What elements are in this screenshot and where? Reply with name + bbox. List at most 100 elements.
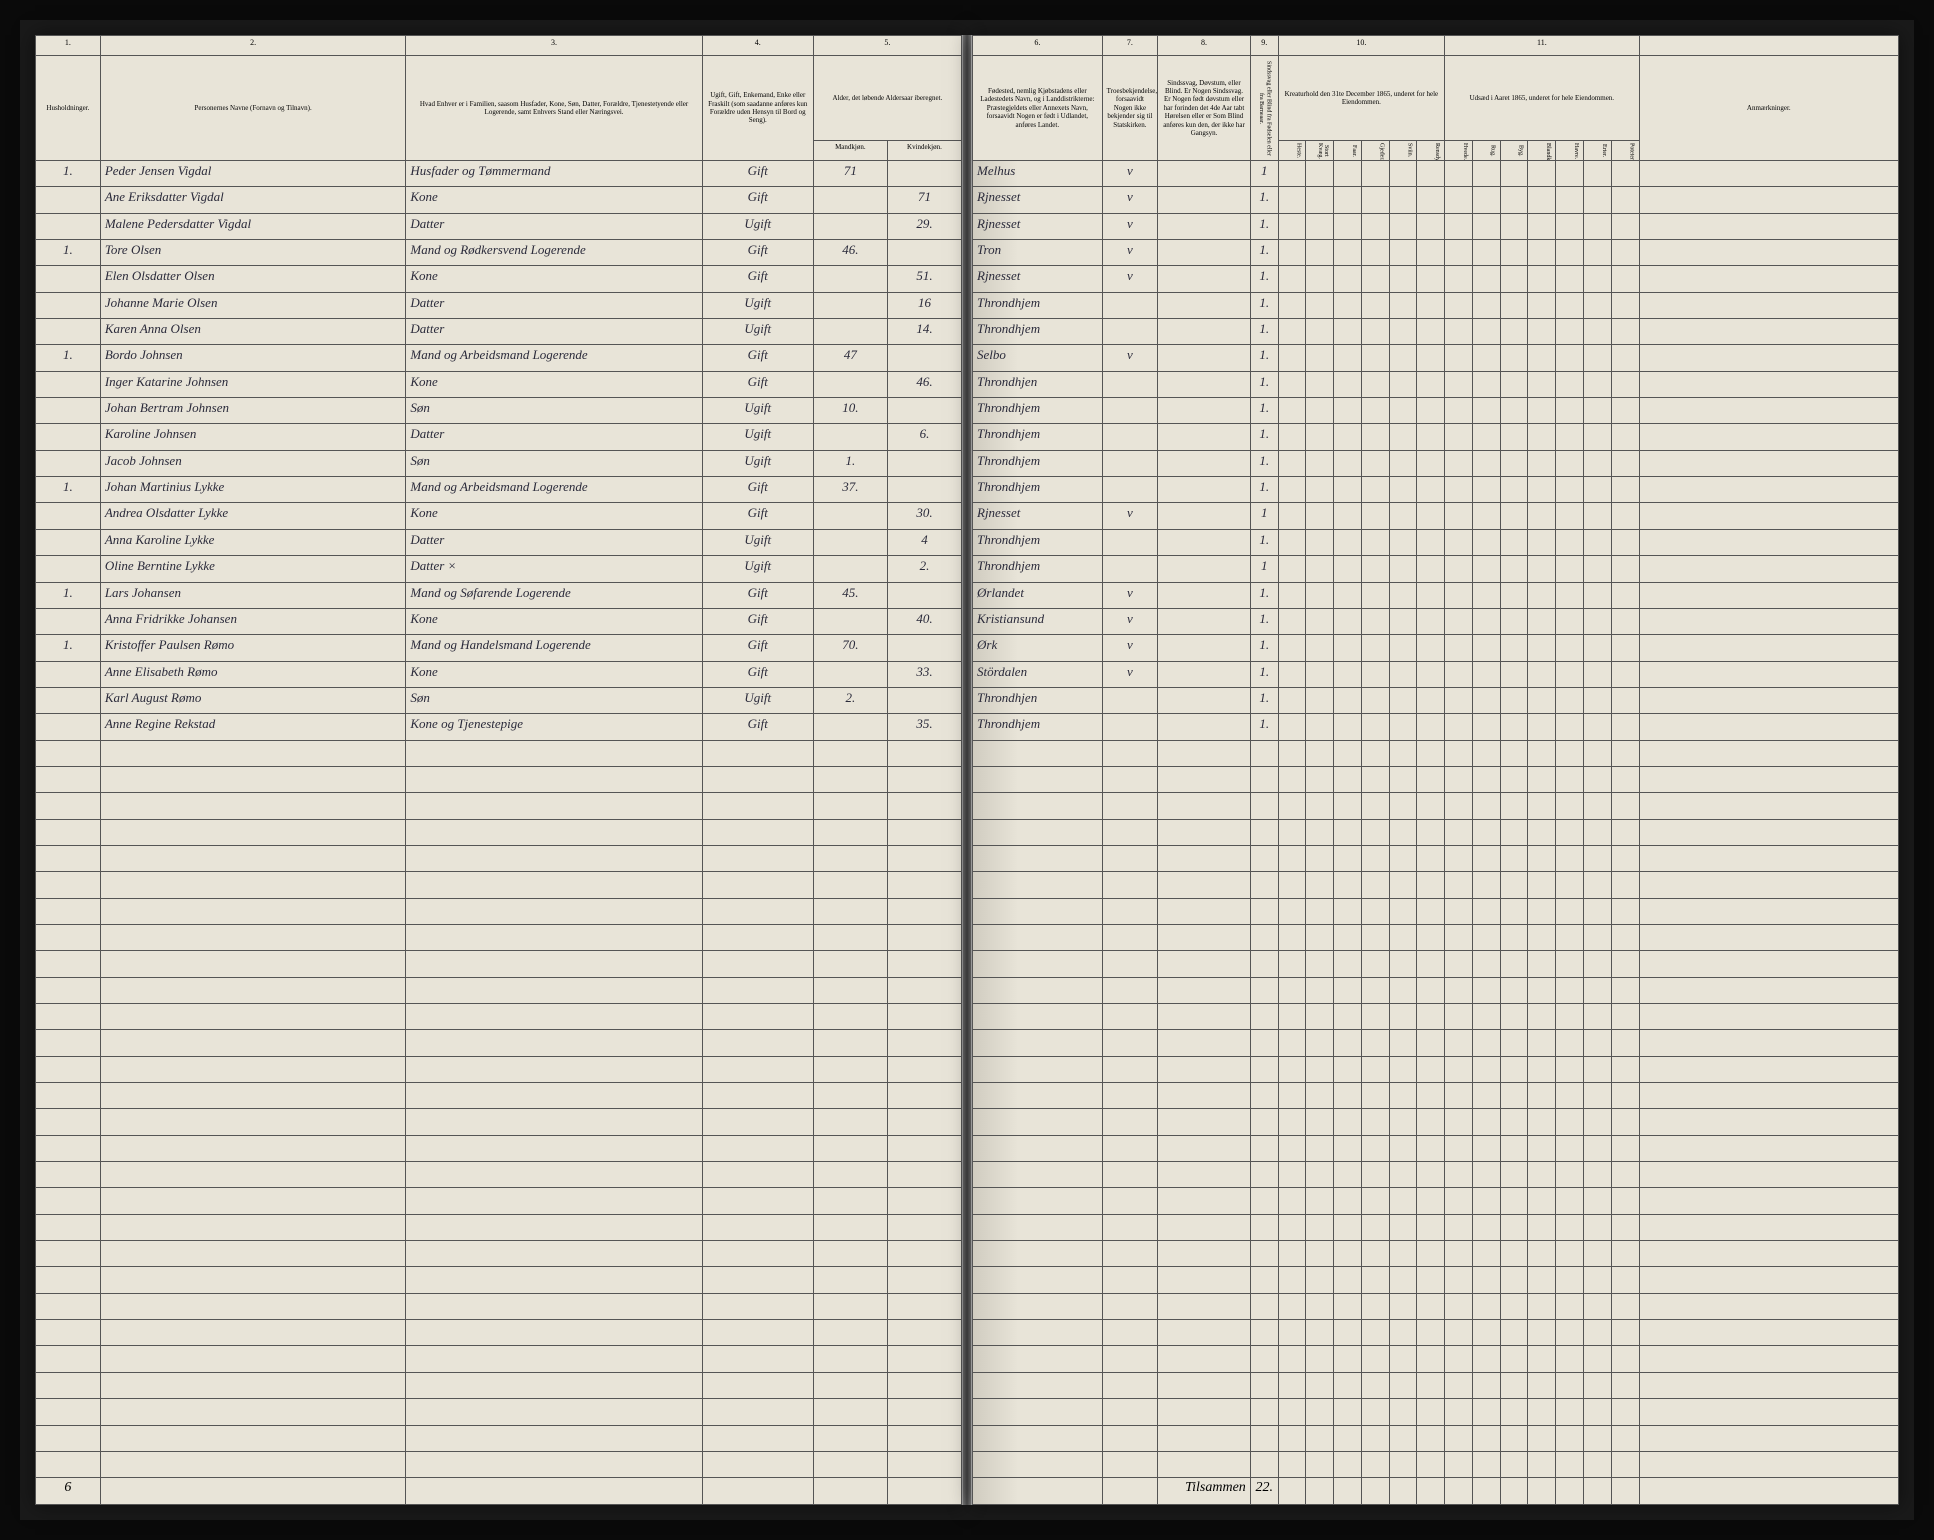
cell-empty [1445,477,1473,503]
cell-c9: 1 [1250,161,1278,187]
cell-empty [1611,398,1639,424]
cell-status: Ugift [702,319,813,345]
cell-empty [1278,240,1306,266]
cell-rel: Datter [406,292,702,318]
cell-hh [36,398,101,424]
cell-empty [1500,714,1528,740]
cell-empty [1611,529,1639,555]
table-row: Melhus v 1 [973,161,1899,187]
cell-status: Gift [702,266,813,292]
cell-empty [1472,398,1500,424]
col-num-9: 9. [1250,36,1278,56]
cell-empty [1334,319,1362,345]
cell-mark: v [1102,661,1158,687]
cell-empty [1278,266,1306,292]
cell-empty [1556,371,1584,397]
cell-empty [1445,556,1473,582]
cell-empty [1556,319,1584,345]
cell-empty [1334,292,1362,318]
cell-name: Malene Pedersdatter Vigdal [100,213,406,239]
cell-name: Anna Karoline Lykke [100,529,406,555]
cell-empty [1334,582,1362,608]
table-row: Throndhjem 1. [973,319,1899,345]
cell-empty [1278,661,1306,687]
empty-row [973,793,1899,819]
cell-empty [1417,371,1445,397]
cell-mark [1102,529,1158,555]
cell-mark [1102,687,1158,713]
sub11-5: Erter. [1584,141,1612,161]
cell-empty [1361,161,1389,187]
cell-empty [1472,213,1500,239]
cell-empty [1584,161,1612,187]
cell-c9: 1. [1250,714,1278,740]
cell-empty [1472,529,1500,555]
cell-c8 [1158,529,1251,555]
table-row: Jacob Johnsen Søn Ugift 1. [36,450,962,476]
cell-m: 46. [813,240,887,266]
cell-k [887,240,961,266]
cell-empty [1278,213,1306,239]
cell-empty [1445,608,1473,634]
cell-status: Ugift [702,450,813,476]
cell-empty [1306,503,1334,529]
col-num-10: 10. [1278,36,1445,56]
table-row: Ørk v 1. [973,635,1899,661]
table-row: Throndhjem 1. [973,424,1899,450]
cell-empty [1361,345,1389,371]
header-kvinde: Kvindekjøn. [887,141,961,161]
cell-name: Karl August Rømo [100,687,406,713]
cell-c8 [1158,582,1251,608]
cell-birthplace: Rjnesset [973,213,1103,239]
cell-anm [1639,714,1898,740]
cell-empty [1472,661,1500,687]
cell-m [813,503,887,529]
cell-anm [1639,371,1898,397]
table-row: 1. Bordo Johnsen Mand og Arbeidsmand Log… [36,345,962,371]
cell-empty [1417,582,1445,608]
cell-empty [1500,661,1528,687]
sub11-0: Hvede. [1445,141,1473,161]
cell-m: 1. [813,450,887,476]
cell-empty [1472,503,1500,529]
table-row: Throndhjem 1. [973,292,1899,318]
cell-empty [1584,424,1612,450]
cell-mark: v [1102,582,1158,608]
table-row: Throndhjen 1. [973,371,1899,397]
cell-birthplace: Throndhjem [973,398,1103,424]
cell-empty [1306,319,1334,345]
empty-row [36,1346,962,1372]
cell-c9: 1. [1250,240,1278,266]
cell-empty [1472,582,1500,608]
cell-empty [1306,345,1334,371]
cell-mark [1102,424,1158,450]
cell-status: Gift [702,608,813,634]
cell-rel: Kone [406,503,702,529]
cell-empty [1445,582,1473,608]
cell-c9: 1. [1250,477,1278,503]
cell-empty [1472,450,1500,476]
col-num-1: 1. [36,36,101,56]
cell-c9: 1. [1250,582,1278,608]
header-sindssvag: Sindssvag, Døvstum, eller Blind. Er Noge… [1158,56,1251,161]
empty-row [36,1320,962,1346]
empty-row [973,1056,1899,1082]
cell-empty [1528,714,1556,740]
cell-empty [1556,529,1584,555]
cell-empty [1361,398,1389,424]
cell-anm [1639,529,1898,555]
empty-row [36,1241,962,1267]
empty-row [973,1320,1899,1346]
table-row: Throndhjem 1 [973,556,1899,582]
cell-empty [1500,635,1528,661]
cell-empty [1334,345,1362,371]
col-num-2: 2. [100,36,406,56]
cell-m: 47 [813,345,887,371]
cell-hh [36,266,101,292]
empty-row [36,1030,962,1056]
cell-empty [1528,477,1556,503]
sub10-1: Stort Kvæg. [1306,141,1334,161]
cell-empty [1556,582,1584,608]
cell-empty [1445,187,1473,213]
sub11-4: Havre. [1556,141,1584,161]
